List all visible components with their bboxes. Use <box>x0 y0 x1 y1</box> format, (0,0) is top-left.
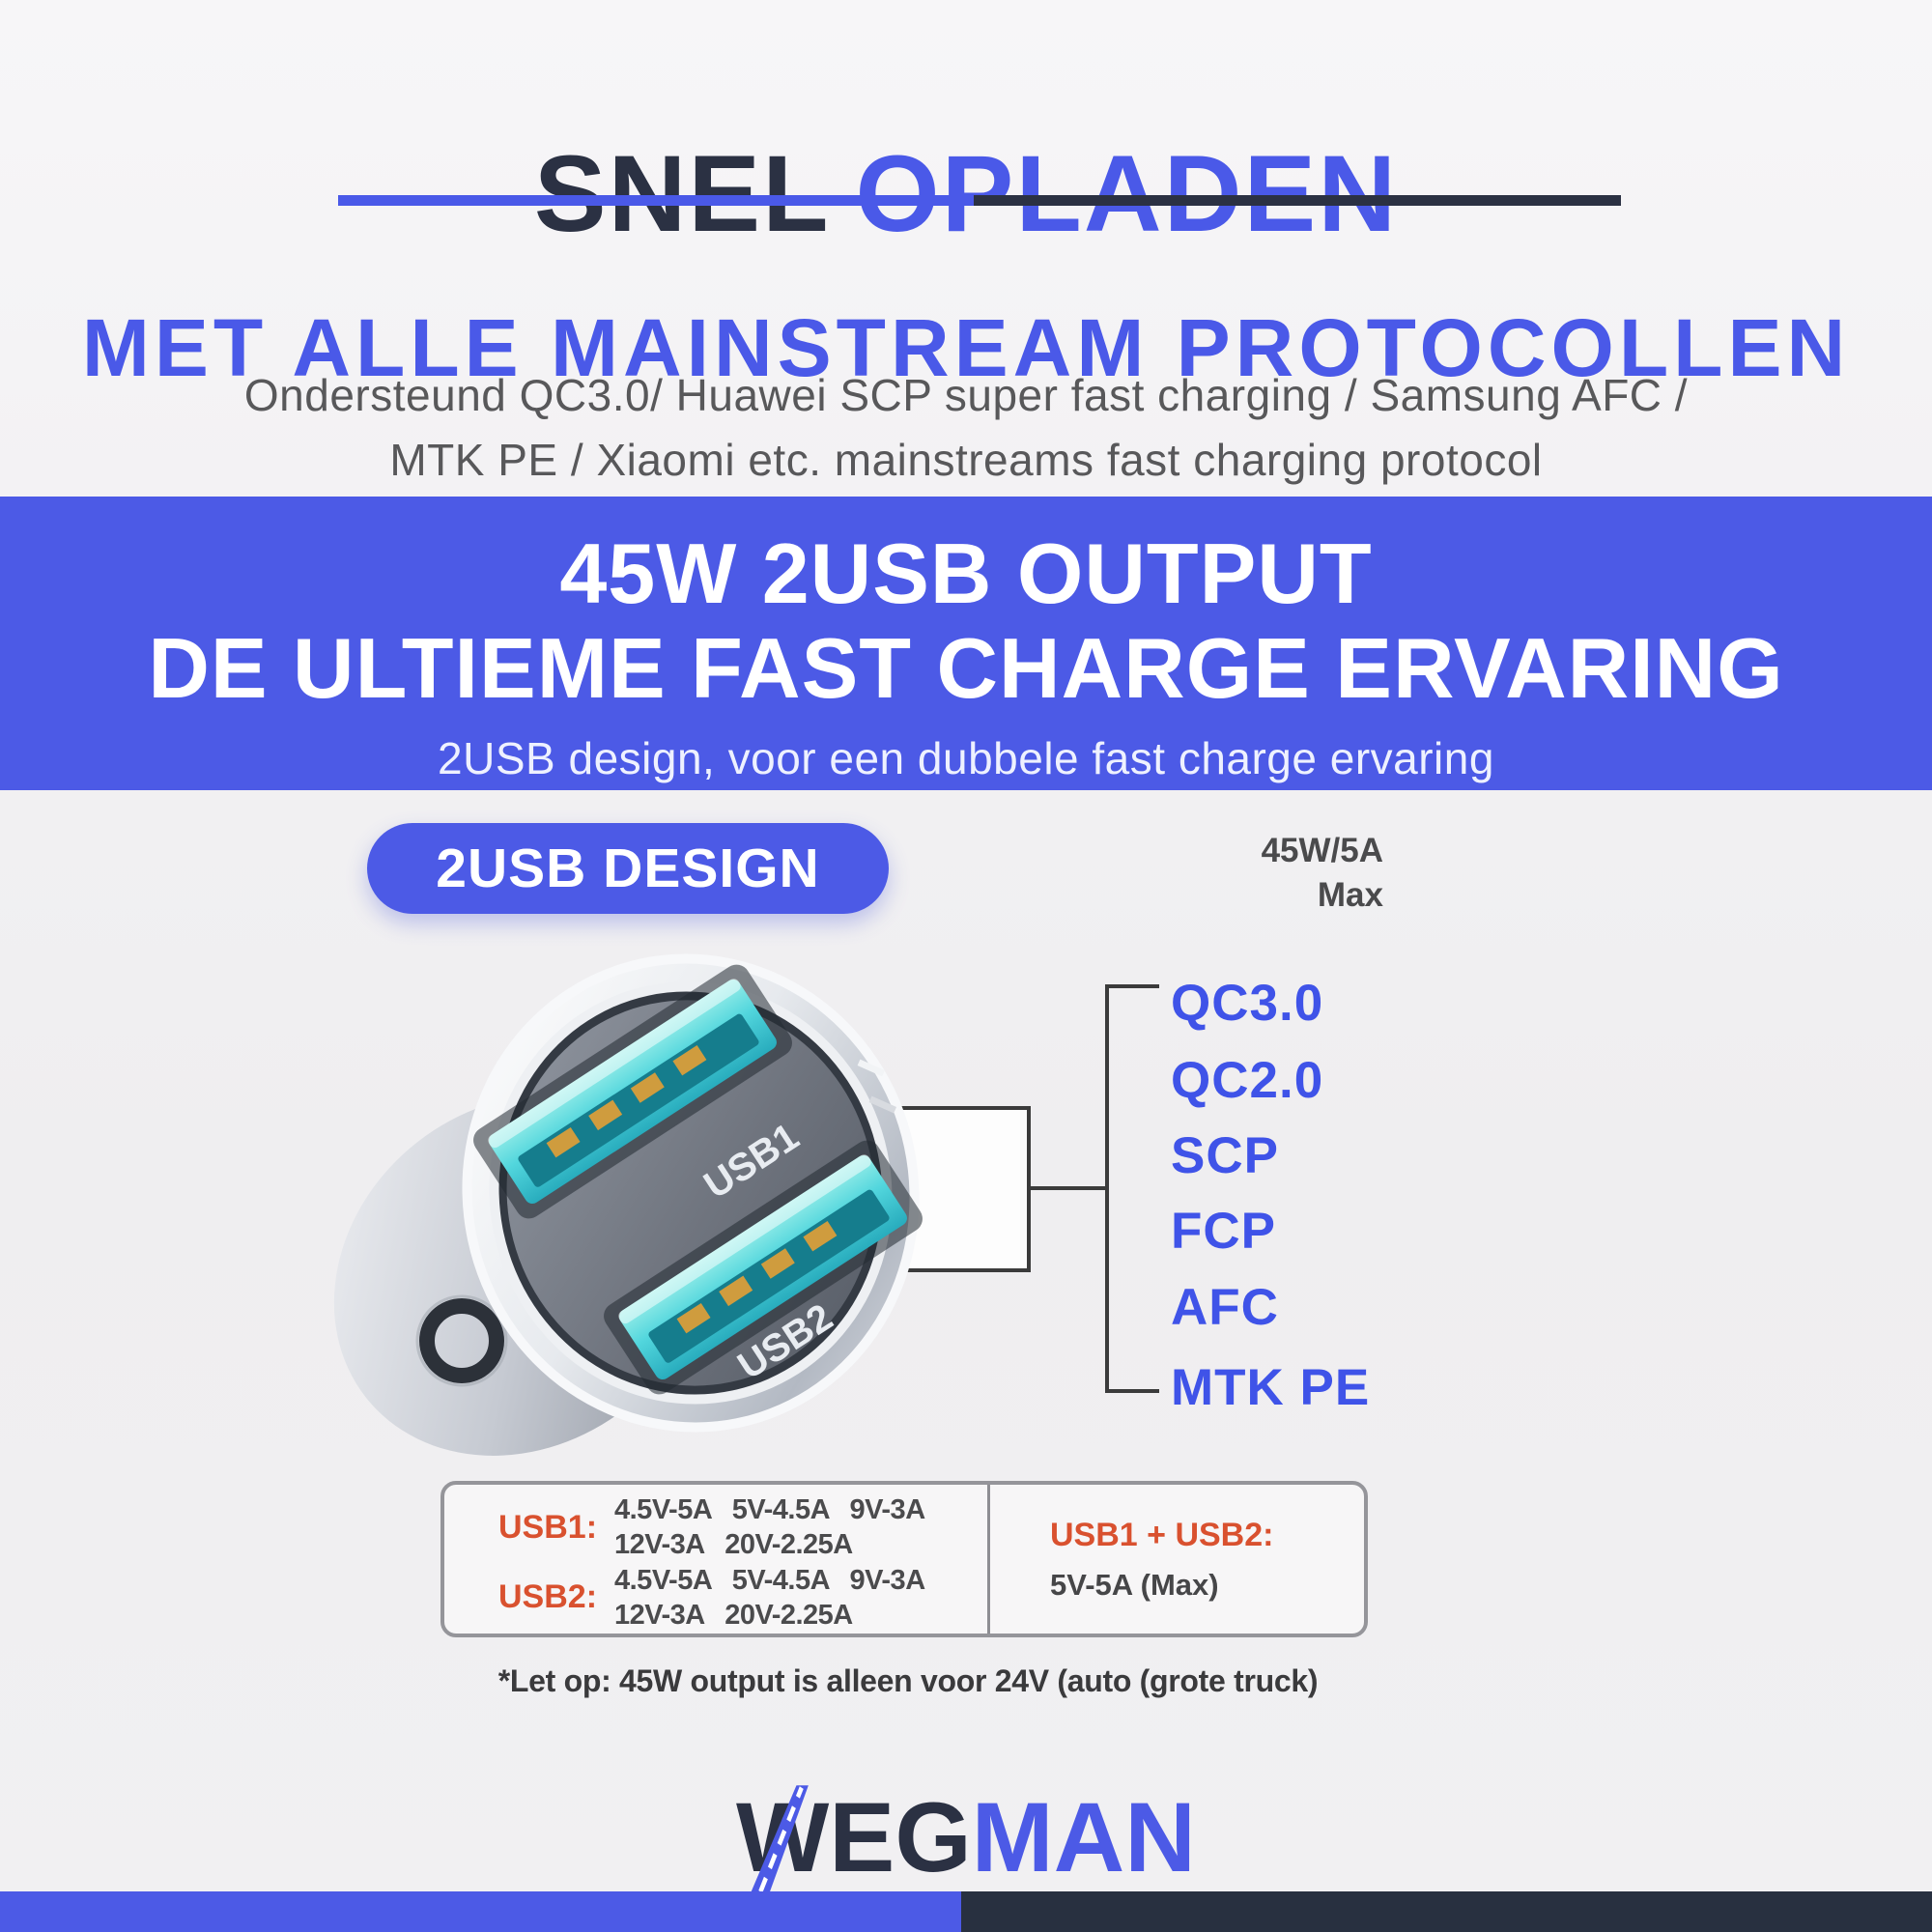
title-part-dark: SNEL <box>533 133 831 255</box>
spec-row-usb1: USB1: 4.5V-5A 5V-4.5A 9V-3A 12V-3A 20V-2… <box>498 1492 987 1563</box>
brand-part-man: MAN <box>971 1782 1196 1892</box>
spec-table-left-column: USB1: 4.5V-5A 5V-4.5A 9V-3A 12V-3A 20V-2… <box>444 1485 990 1634</box>
bracket-tick-bottom <box>1105 1389 1159 1393</box>
ring-notch <box>857 1059 886 1077</box>
title-underline-blue <box>338 195 974 206</box>
protocol-item-qc30: QC3.0 <box>1171 975 1324 1032</box>
brand-part-eg: EG <box>829 1782 972 1892</box>
feature-banner: 45W 2USB OUTPUT DE ULTIEME FAST CHARGE E… <box>0 497 1932 790</box>
output-spec-table: USB1: 4.5V-5A 5V-4.5A 9V-3A 12V-3A 20V-2… <box>440 1481 1368 1637</box>
footer-bar-dark <box>961 1891 1932 1932</box>
max-output-label: 45W/5A Max <box>1092 829 1383 917</box>
spec-table-right-column: USB1 + USB2: 5V-5A (Max) <box>990 1485 1364 1634</box>
car-charger-product-image: USB1 USB2 <box>333 953 923 1456</box>
subtitle: MET ALLE MAINSTREAM PROTOCOLLEN <box>81 301 1851 393</box>
description: Ondersteund QC3.0/ Huawei SCP super fast… <box>0 363 1932 492</box>
protocol-item-scp: SCP <box>1171 1127 1279 1184</box>
protocol-item-afc: AFC <box>1171 1279 1279 1336</box>
description-line-2: MTK PE / Xiaomi etc. mainstreams fast ch… <box>389 434 1543 485</box>
max-output-line-1: 45W/5A <box>1261 832 1383 869</box>
brand-logo: W EGMAN <box>0 1781 1932 1894</box>
road-stripe-icon <box>750 1785 809 1894</box>
bracket-connector-line <box>1027 1186 1107 1190</box>
max-output-line-2: Max <box>1317 875 1383 914</box>
bracket-vertical-line <box>1105 984 1109 1393</box>
title-part-blue: OPLADEN <box>855 133 1399 255</box>
spec-row-usb2: USB2: 4.5V-5A 5V-4.5A 9V-3A 12V-3A 20V-2… <box>498 1563 987 1634</box>
bracket-tick-top <box>1105 984 1159 988</box>
spec-row-label: USB1: <box>498 1508 598 1546</box>
protocol-item-mtkpe: MTK PE <box>1171 1359 1371 1416</box>
spec-row-values: 4.5V-5A 5V-4.5A 9V-3A 12V-3A 20V-2.25A <box>614 1494 925 1561</box>
design-badge: 2USB DESIGN <box>367 823 889 914</box>
footer-bar-blue <box>0 1891 961 1932</box>
page-title: SNEL OPLADEN <box>0 134 1932 253</box>
protocol-item-fcp: FCP <box>1171 1203 1276 1260</box>
spec-row-values: 4.5V-5A 5V-4.5A 9V-3A 12V-3A 20V-2.25A <box>614 1564 925 1631</box>
banner-subheading: 2USB design, voor een dubbele fast charg… <box>438 733 1494 783</box>
spec-combined-label: USB1 + USB2: <box>1050 1516 1274 1553</box>
pull-ring <box>419 1298 504 1383</box>
title-underline-dark <box>974 195 1621 206</box>
usb-port-1 <box>473 964 792 1219</box>
spec-combined-value: 5V-5A (Max) <box>1050 1567 1219 1602</box>
footnote: *Let op: 45W output is alleen voor 24V (… <box>497 1663 1319 1698</box>
description-line-1: Ondersteund QC3.0/ Huawei SCP super fast… <box>243 370 1689 420</box>
brand-letter-w: W <box>736 1781 829 1894</box>
banner-heading-line-2: DE ULTIEME FAST CHARGE ERVARING <box>148 620 1784 716</box>
usb-port-2 <box>604 1140 923 1395</box>
banner-heading-line-1: 45W 2USB OUTPUT <box>559 526 1373 621</box>
spec-row-label: USB2: <box>498 1578 598 1616</box>
protocol-item-qc20: QC2.0 <box>1171 1052 1324 1109</box>
